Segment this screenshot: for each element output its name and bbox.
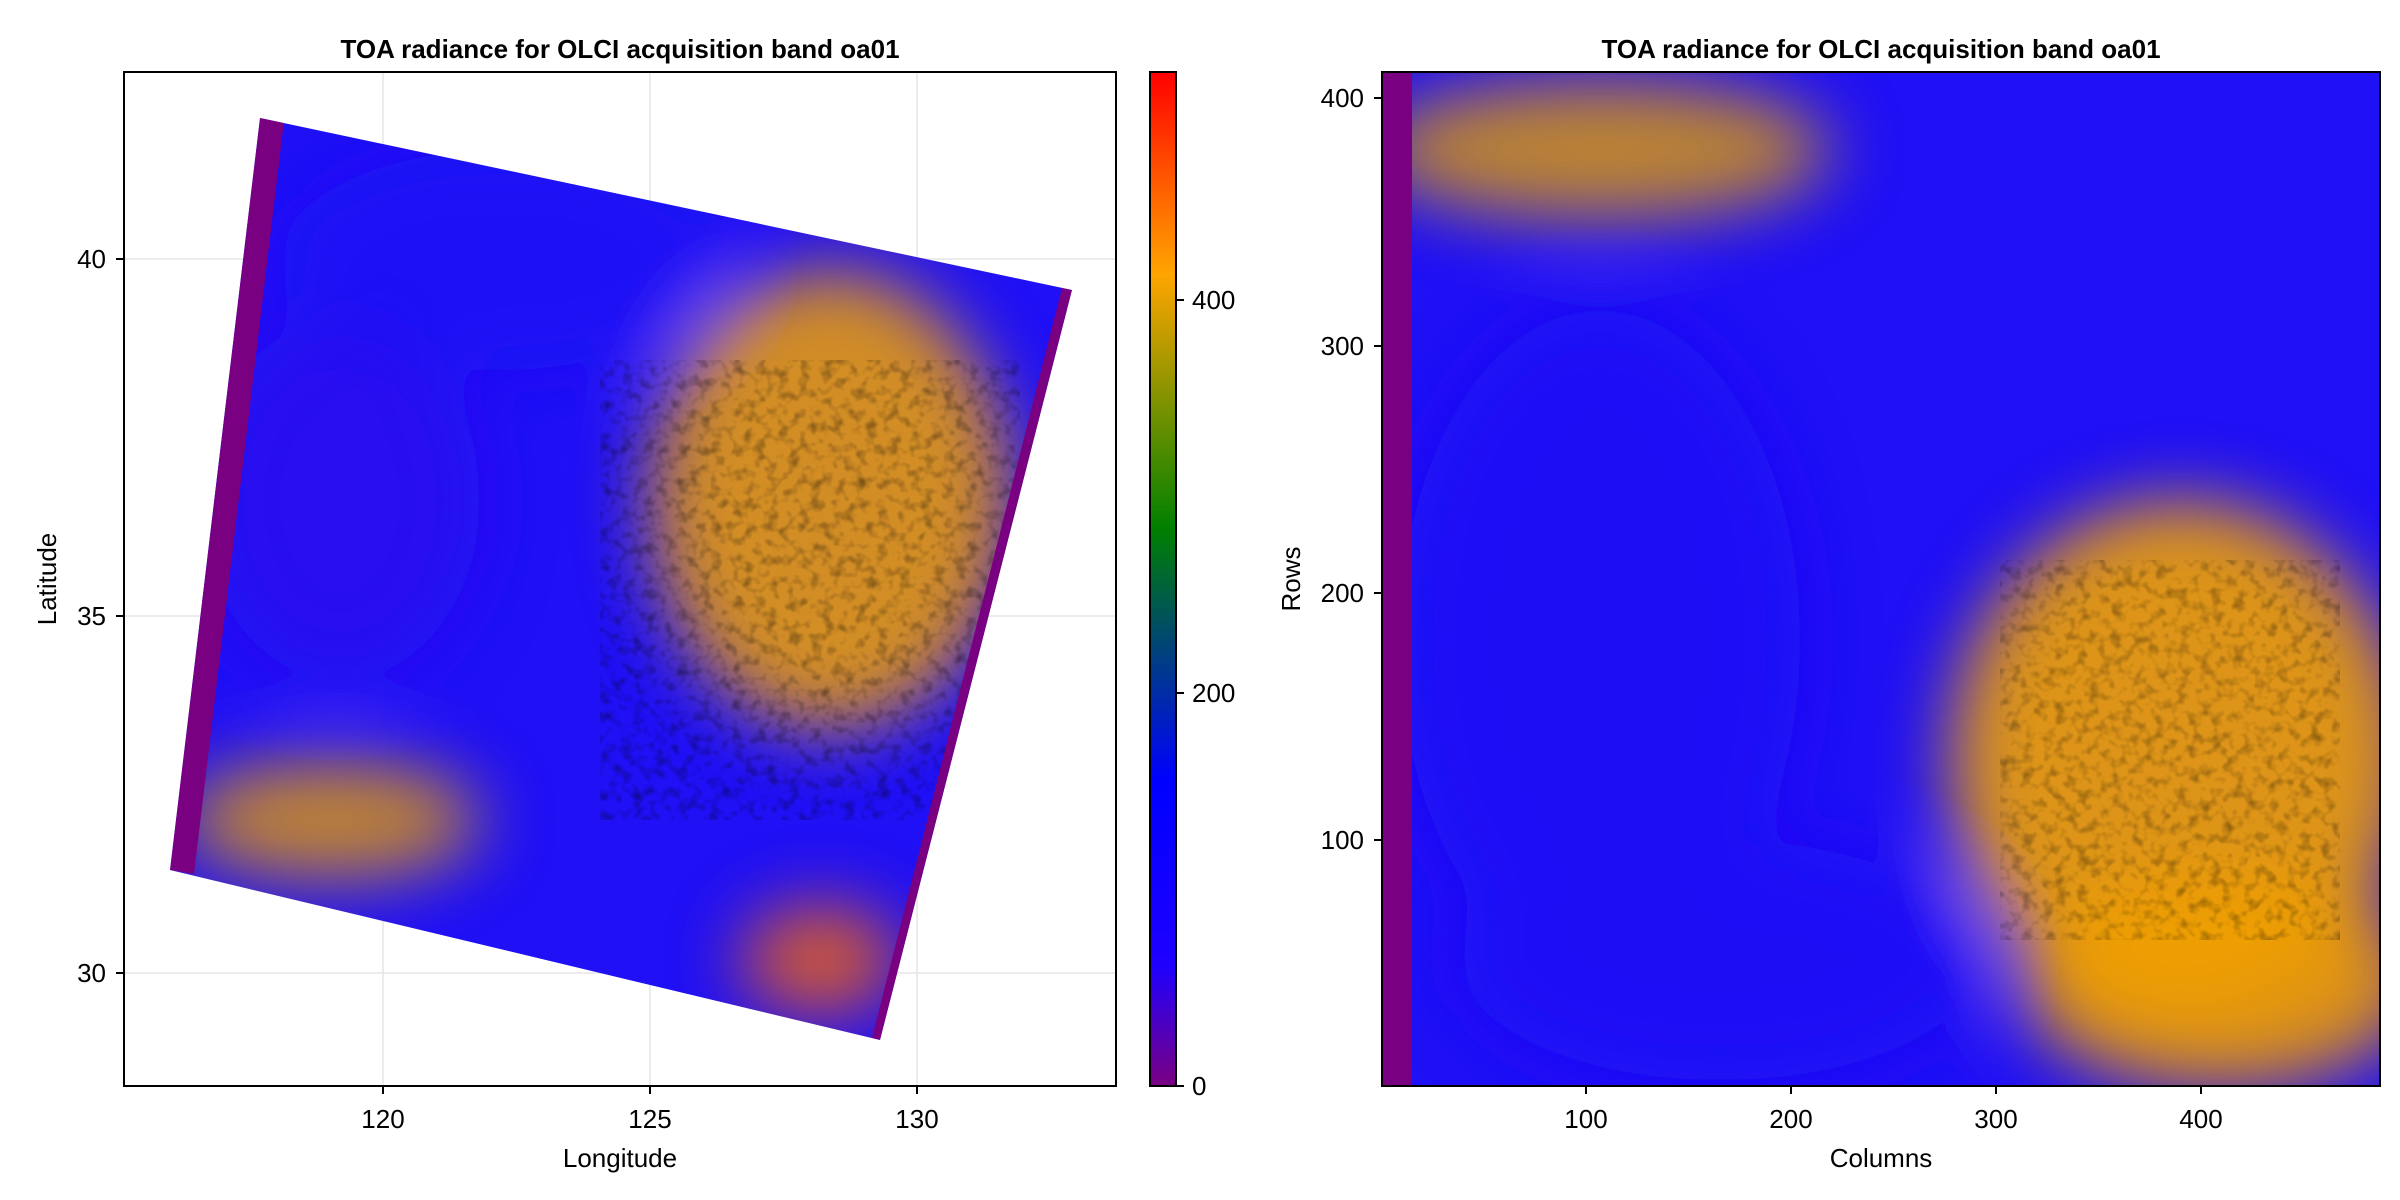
colorbar-tick-0: 0: [1192, 1071, 1206, 1101]
grid-plot-frame: [1381, 71, 2381, 1087]
geo-clear-sea-north: [280, 150, 720, 370]
geo-clear-sea: [200, 320, 480, 680]
colorbar: 0 200 400: [1149, 71, 1235, 1101]
grid-y-tick-400: 400: [1321, 83, 1364, 113]
colorbar-tick-200: 200: [1192, 678, 1235, 708]
geo-panel: 120 125 130 30 35 40 TOA radiance for OL…: [32, 34, 1117, 1173]
grid-x-tick-300: 300: [1974, 1104, 2017, 1134]
grid-y-ticks: [1374, 97, 1382, 841]
geo-x-tick-120: 120: [361, 1104, 404, 1134]
grid-fill-strip-left: [1382, 72, 1412, 1086]
geo-cloud-mass-south: [740, 905, 900, 1015]
grid-clear-sea-south: [1460, 840, 1980, 1080]
geo-fill-strip-left: [170, 118, 284, 874]
geo-swath-heatmap: [170, 118, 1072, 1040]
geo-plot-frame: [123, 71, 1117, 1087]
grid-x-axis-label: Columns: [1830, 1143, 1933, 1173]
grid-panel: 100 200 300 400 100 200 300 400 TOA radi…: [1276, 34, 2381, 1173]
geo-x-axis-label: Longitude: [563, 1143, 677, 1173]
geo-fill-strip-right: [872, 288, 1072, 1040]
geo-x-ticks: [382, 1086, 918, 1094]
geo-y-axis-label: Latitude: [32, 533, 62, 626]
grid-x-tick-100: 100: [1564, 1104, 1607, 1134]
grid-x-tick-200: 200: [1769, 1104, 1812, 1134]
geo-x-tick-125: 125: [628, 1104, 671, 1134]
geo-chart-title: TOA radiance for OLCI acquisition band o…: [340, 34, 899, 64]
geo-y-tick-35: 35: [77, 601, 106, 631]
grid-y-tick-200: 200: [1321, 578, 1364, 608]
grid-y-tick-300: 300: [1321, 331, 1364, 361]
geo-y-tick-40: 40: [77, 244, 106, 274]
grid-heatmap: [1382, 72, 2380, 1086]
grid-y-tick-100: 100: [1321, 825, 1364, 855]
geo-y-tick-30: 30: [77, 958, 106, 988]
grid-chart-title: TOA radiance for OLCI acquisition band o…: [1601, 34, 2160, 64]
colorbar-tick-400: 400: [1192, 285, 1235, 315]
colorbar-ticks: [1176, 299, 1184, 1087]
geo-x-tick-130: 130: [895, 1104, 938, 1134]
grid-cloud-band-north: [1382, 80, 1830, 220]
geo-cloud-band-west: [180, 760, 480, 880]
colorbar-gradient: [1149, 71, 1177, 1087]
grid-y-axis-label: Rows: [1276, 546, 1306, 611]
geo-y-ticks: [116, 258, 124, 974]
grid-bright-speckle: [2000, 560, 2340, 940]
grid-x-tick-400: 400: [2179, 1104, 2222, 1134]
grid-x-ticks: [1585, 1086, 2202, 1094]
grid-clear-sea-west: [1400, 310, 1800, 970]
